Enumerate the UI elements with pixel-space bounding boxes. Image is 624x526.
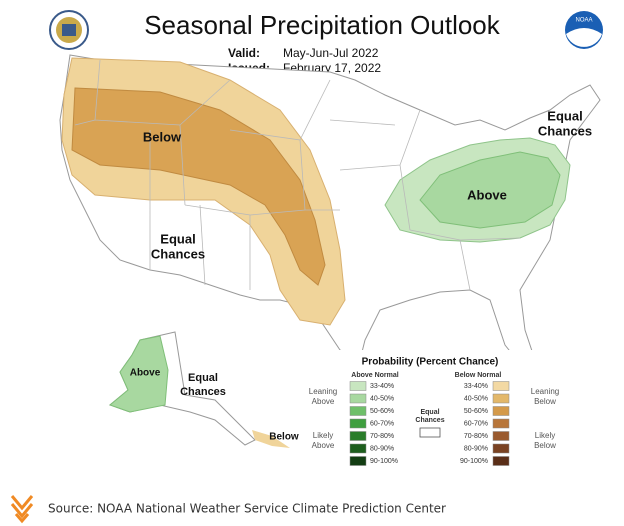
legend-swatch [349, 418, 367, 429]
map-label: Equal [188, 372, 218, 384]
below-likely [71, 87, 326, 286]
source-logo [10, 495, 34, 524]
footer [0, 488, 624, 526]
legend-group: Above [312, 441, 335, 450]
legend-rows: 33-40% 40-50% 50-60% 60-70% 70-80% 80-90% 90-1… [349, 381, 510, 466]
legend-swatch [349, 393, 367, 404]
legend-range: 90-100% [460, 458, 488, 465]
map-label: Chances [538, 123, 592, 138]
legend-swatch [349, 381, 367, 391]
legend-range: 80-90% [464, 445, 488, 452]
legend-range: 50-60% [370, 408, 394, 415]
alaska-above [109, 335, 169, 413]
legend-range: 60-70% [464, 420, 488, 427]
legend-group: Above [312, 397, 335, 406]
legend-swatch [349, 406, 367, 416]
legend-swatch [492, 393, 510, 404]
valid-label: Valid: [228, 46, 260, 60]
legend-group: Equal [420, 409, 439, 416]
legend-swatch [349, 443, 367, 454]
legend-swatch [492, 406, 510, 416]
map-label: Equal [160, 231, 195, 246]
legend-header: Above Normal [351, 372, 399, 379]
legend-range: 50-60% [464, 408, 488, 415]
map-label: Below [269, 432, 299, 443]
map-label: Above [467, 187, 507, 202]
legend-range: 70-80% [370, 433, 394, 440]
legend-header: Below Normal [455, 372, 502, 379]
legend-range: 60-70% [370, 420, 394, 427]
legend-range: 80-90% [370, 445, 394, 452]
legend-box [300, 350, 580, 480]
map-label: Equal [547, 108, 582, 123]
legend-swatch [492, 431, 510, 441]
logo-text: NOAA [575, 18, 592, 24]
legend-range: 90-100% [370, 458, 398, 465]
above-likely [419, 151, 561, 229]
legend-range: 33-40% [370, 383, 394, 390]
legend-group: Likely [313, 431, 333, 440]
legend-swatch [492, 418, 510, 429]
map-label: Chances [151, 246, 205, 261]
legend-swatch [349, 431, 367, 441]
alaska-below [252, 430, 290, 448]
legend-group: Below [534, 441, 556, 450]
map-label: Above [130, 368, 161, 379]
legend-range: 70-80% [464, 433, 488, 440]
legend-range: 40-50% [464, 395, 488, 402]
valid: May-Jun-Jul 2022 [283, 46, 379, 60]
legend-swatch [492, 381, 510, 391]
title: Seasonal Precipitation Outlook [144, 10, 501, 40]
legend-range: 40-50% [370, 395, 394, 402]
legend-group: Chances [415, 417, 444, 424]
dept-logo [49, 10, 89, 50]
legend-group: Leaning [309, 387, 337, 396]
source: Source: NOAA National Weather Service Cl… [48, 502, 446, 516]
equal-swatch [419, 427, 441, 438]
legend-swatch [492, 456, 510, 466]
legend-swatch [349, 456, 367, 466]
legend-group: Below [534, 397, 556, 406]
state-lines [74, 59, 521, 291]
legend-group: Leaning [531, 387, 559, 396]
legend-title: Probability (Percent Chance) [362, 357, 499, 368]
legend-range: 33-40% [464, 383, 488, 390]
map-label: Chances [180, 386, 226, 398]
noaa-logo: NOAA [565, 11, 603, 49]
legend-group: Likely [535, 431, 555, 440]
map-label: Below [143, 129, 182, 144]
legend-swatch [492, 443, 510, 454]
